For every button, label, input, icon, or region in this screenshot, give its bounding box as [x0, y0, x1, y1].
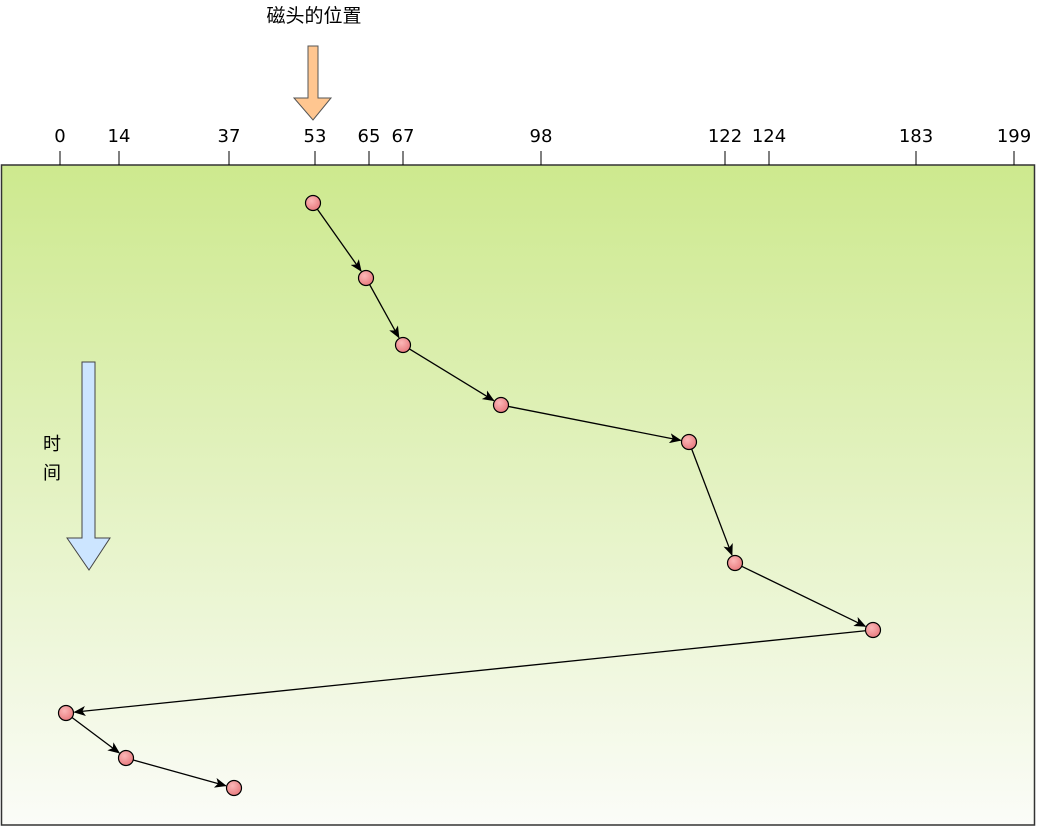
seek-arrow — [691, 448, 733, 556]
head-position-label: 磁头的位置 — [266, 5, 361, 27]
tick-label: 0 — [54, 126, 65, 147]
time-label-1: 时 — [43, 434, 61, 455]
request-point-98 — [492, 396, 510, 414]
request-point-67 — [394, 336, 412, 354]
tick-label: 183 — [899, 126, 933, 147]
tick-label: 67 — [392, 126, 415, 147]
tick-label: 98 — [530, 126, 553, 147]
tick-label: 122 — [708, 126, 742, 147]
head-position-arrow-icon — [292, 45, 333, 121]
request-point-183 — [864, 621, 882, 639]
tick-label: 65 — [358, 126, 381, 147]
seek-arrow — [508, 405, 682, 444]
seek-path — [71, 208, 867, 788]
request-point-65 — [357, 269, 375, 287]
seek-arrow — [73, 630, 866, 716]
request-point-53 — [304, 194, 322, 212]
tick-label: 37 — [218, 126, 241, 147]
seek-arrow — [133, 759, 227, 788]
tick-label: 14 — [108, 126, 131, 147]
request-point-14 — [117, 749, 135, 767]
seek-arrow — [409, 348, 495, 402]
request-point-0 — [57, 704, 75, 722]
tick-label: 124 — [752, 126, 786, 147]
timeline-area — [0, 164, 1036, 826]
seek-arrow — [741, 565, 867, 627]
time-arrow-icon — [66, 361, 111, 571]
track-axis: 0 14 37 53 65 67 98 122 124 183 199 — [54, 126, 1031, 165]
request-point-37 — [225, 779, 243, 797]
seek-arrow — [369, 284, 400, 339]
seek-arrow — [316, 208, 362, 272]
seek-points — [57, 194, 882, 797]
tick-label: 199 — [997, 126, 1031, 147]
request-point-124 — [726, 554, 744, 572]
seek-arrow — [71, 716, 120, 754]
time-label-2: 间 — [43, 463, 61, 484]
request-point-122 — [680, 433, 698, 451]
tick-label: 53 — [304, 126, 327, 147]
